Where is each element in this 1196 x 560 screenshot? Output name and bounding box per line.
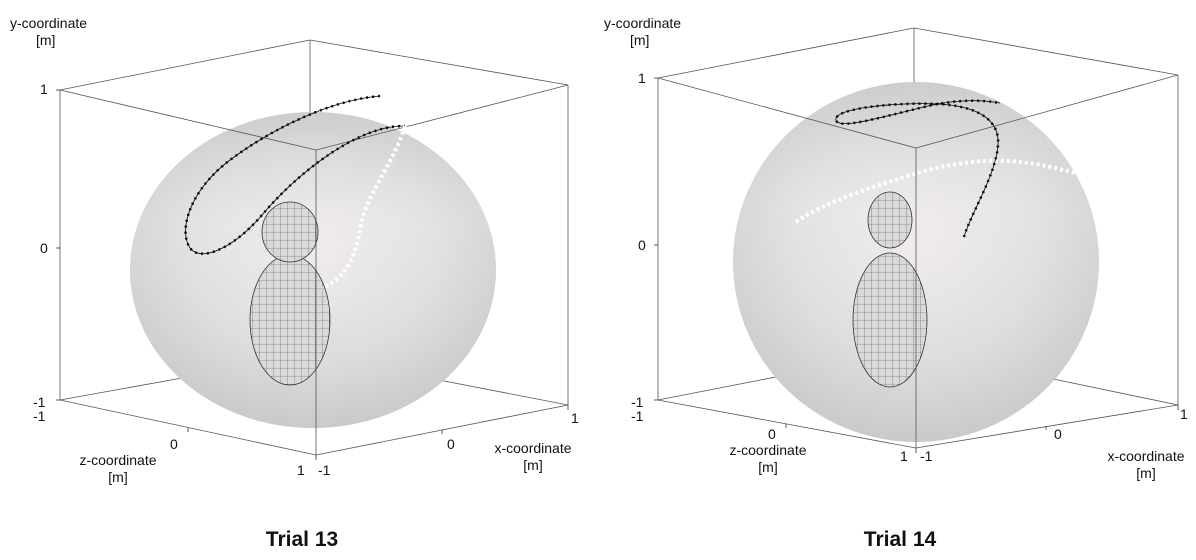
z-tick-0: 0 — [170, 436, 178, 452]
x-axis-label: x-coordinate [m] — [494, 440, 572, 473]
trajectory-white-trial-13 — [321, 125, 407, 290]
z-tick-neg1: -1 — [631, 408, 644, 424]
z-tick-neg1: -1 — [33, 408, 46, 424]
x-tick-1: 1 — [1180, 406, 1188, 422]
y-axis-label: y-coordinate [m] — [604, 15, 682, 48]
trajectory-white-trial-14 — [794, 158, 1089, 224]
y-tick-neg1: -1 — [631, 394, 644, 410]
box-front-edges — [59, 84, 569, 456]
x-tick-neg1: -1 — [920, 448, 933, 464]
x-tick-0: 0 — [1054, 426, 1062, 442]
body-model — [852, 191, 928, 388]
z-axis-label: z-coordinate [m] — [729, 442, 807, 475]
box-front-edges — [657, 74, 1179, 449]
axis-tick-marks — [56, 89, 569, 460]
axis-tick-marks — [654, 77, 1179, 453]
y-tick-0: 0 — [638, 237, 646, 253]
y-axis-label: y-coordinate [m] — [10, 15, 88, 48]
z-tick-0: 0 — [768, 426, 776, 442]
plot-3d-trial-13 — [56, 39, 569, 460]
chart-trial-14: y-coordinate [m] 1 0 -1 -1 0 1 z-coordin… — [598, 0, 1196, 560]
x-tick-1: 1 — [571, 410, 579, 426]
caption-trial-14: Trial 14 — [863, 528, 937, 551]
y-tick-0: 0 — [40, 240, 48, 256]
y-tick-1: 1 — [638, 70, 646, 86]
y-tick-1: 1 — [40, 81, 48, 97]
z-tick-1: 1 — [297, 462, 305, 478]
x-tick-neg1: -1 — [318, 462, 331, 478]
caption-trial-13: Trial 13 — [265, 528, 339, 551]
body-model — [249, 201, 331, 386]
chart-trial-13: y-coordinate [m] 1 0 -1 -1 0 1 z-coordin… — [10, 15, 579, 551]
x-tick-0: 0 — [447, 436, 455, 452]
z-axis-label: z-coordinate [m] — [79, 452, 157, 485]
z-tick-1: 1 — [900, 448, 908, 464]
x-axis-label: x-coordinate [m] — [1107, 448, 1185, 481]
y-tick-neg1: -1 — [33, 394, 46, 410]
plot-3d-trial-14 — [654, 27, 1179, 453]
